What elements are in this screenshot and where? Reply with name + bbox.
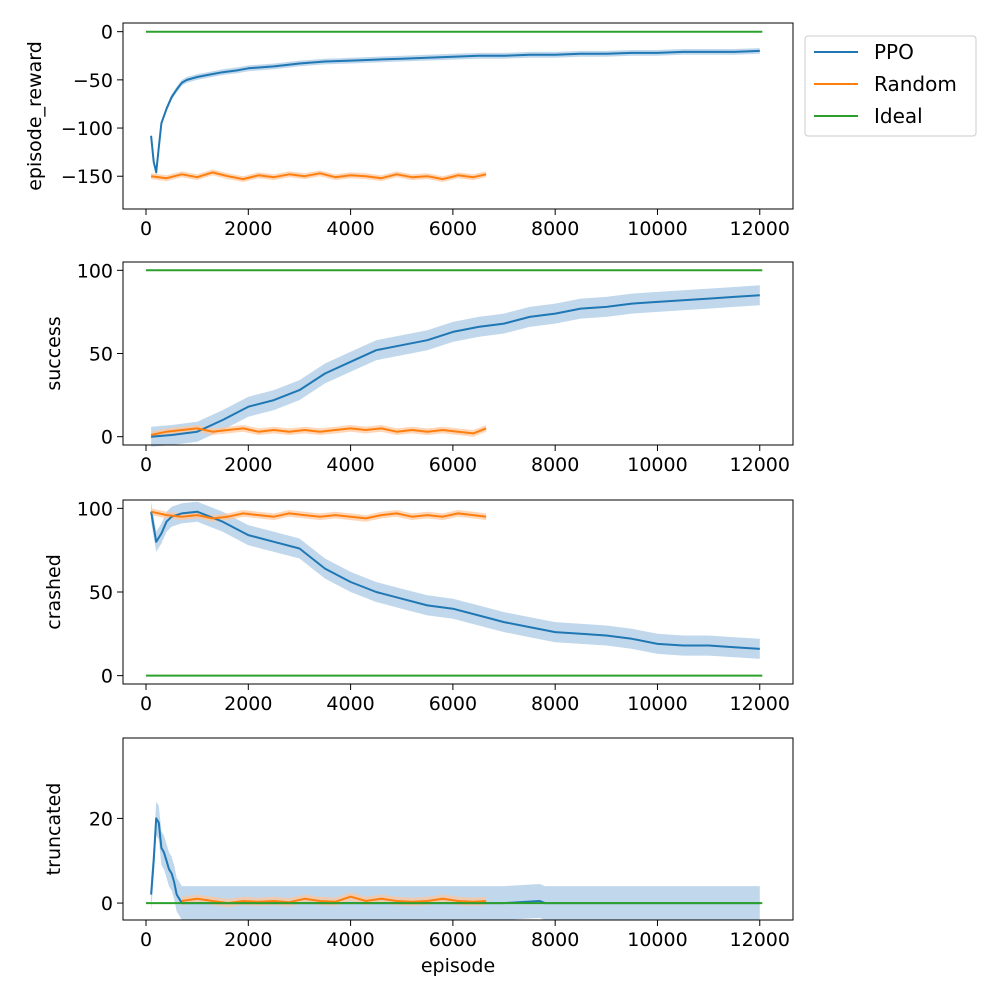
x-tick-label-truncated: 8000 — [531, 929, 579, 951]
y-tick-label-crashed: 100 — [77, 498, 113, 520]
y-tick-label-episode-reward: −50 — [73, 70, 113, 92]
x-axis-title: episode — [421, 955, 495, 977]
x-tick-label-episode-reward: 4000 — [326, 218, 374, 240]
legend-label-random: Random — [874, 72, 957, 96]
y-tick-label-crashed: 0 — [101, 666, 113, 688]
series-line-random-episode-reward — [150, 171, 487, 181]
legend-label-ideal: Ideal — [874, 104, 923, 128]
series-line-random-success — [150, 427, 487, 436]
x-tick-label-crashed: 12000 — [730, 693, 790, 715]
x-tick-label-success: 12000 — [730, 454, 790, 476]
y-axis-title-truncated: truncated — [43, 783, 65, 876]
x-tick-label-truncated: 4000 — [326, 929, 374, 951]
series-line-ppo-episode-reward — [150, 49, 760, 174]
x-tick-label-success: 0 — [140, 454, 152, 476]
x-tick-label-truncated: 12000 — [730, 929, 790, 951]
band-random-crashed — [151, 508, 487, 522]
x-tick-label-crashed: 0 — [140, 693, 152, 715]
y-tick-label-episode-reward: −100 — [61, 118, 113, 140]
x-tick-label-success: 6000 — [429, 454, 477, 476]
y-tick-label-episode-reward: 0 — [101, 22, 113, 44]
y-tick-label-success: 100 — [77, 260, 113, 282]
band-ppo-crashed — [151, 501, 760, 659]
y-axis-title-crashed: crashed — [43, 554, 65, 630]
y-axis-title-success: success — [43, 316, 65, 390]
band-ppo-success — [151, 285, 760, 447]
x-tick-label-success: 4000 — [326, 454, 374, 476]
x-tick-label-success: 2000 — [224, 454, 272, 476]
panels: 0 2000 4000 6000 8000 10000 120000−50−100−150e… — [24, 22, 794, 977]
x-tick-label-crashed: 8000 — [531, 693, 579, 715]
axes-frame-episode-reward — [122, 22, 794, 210]
band-random-episode-reward — [151, 169, 487, 182]
panel-truncated: 0 2000 4000 6000 8000 10000 12000 0 20 truncated e… — [43, 737, 794, 977]
band-ppo-truncated — [151, 801, 760, 920]
series-line-random-crashed — [150, 510, 487, 520]
x-tick-label-crashed: 10000 — [627, 693, 687, 715]
series-line-ppo-crashed — [150, 510, 760, 650]
series-line-ppo-success — [151, 294, 760, 438]
panel-episode-reward: 0 2000 4000 6000 8000 10000 12000 0 −50 −100 −150 e… — [24, 22, 794, 240]
x-tick-label-truncated: 0 — [140, 929, 152, 951]
x-tick-label-truncated: 6000 — [429, 929, 477, 951]
x-tick-label-episode-reward: 12000 — [730, 218, 790, 240]
x-tick-label-crashed: 2000 — [224, 693, 272, 715]
legend-frame — [804, 35, 977, 137]
axes-frame-truncated — [122, 737, 794, 921]
y-tick-label-success: 0 — [101, 427, 113, 449]
y-tick-label-episode-reward: −150 — [61, 166, 113, 188]
x-tick-label-success: 10000 — [627, 454, 687, 476]
x-tick-label-episode-reward: 8000 — [531, 218, 579, 240]
x-tick-label-episode-reward: 6000 — [429, 218, 477, 240]
x-tick-label-truncated: 10000 — [627, 929, 687, 951]
legend: PPO Random Ideal — [804, 35, 977, 137]
band-ppo-episode-reward — [151, 48, 760, 176]
x-tick-label-truncated: 2000 — [224, 929, 272, 951]
panel-crashed: 0 2000 4000 6000 8000 10000 12000 0 50 100 crashed — [43, 498, 794, 715]
y-tick-label-truncated: 0 — [101, 893, 113, 915]
y-axis-title-episode-reward: episode_reward — [24, 41, 46, 191]
y-tick-label-success: 50 — [89, 344, 113, 366]
legend-label-ppo: PPO — [874, 40, 914, 64]
x-tick-label-crashed: 4000 — [326, 693, 374, 715]
x-tick-label-episode-reward: 0 — [140, 218, 152, 240]
x-tick-label-episode-reward: 10000 — [627, 218, 687, 240]
x-tick-label-crashed: 6000 — [429, 693, 477, 715]
y-tick-label-crashed: 50 — [89, 582, 113, 604]
x-tick-label-episode-reward: 2000 — [224, 218, 272, 240]
y-tick-label-truncated: 20 — [89, 808, 113, 830]
x-tick-label-success: 8000 — [531, 454, 579, 476]
panel-success: 0 2000 4000 6000 8000 10000 12000 0 50 100 success — [43, 260, 794, 476]
